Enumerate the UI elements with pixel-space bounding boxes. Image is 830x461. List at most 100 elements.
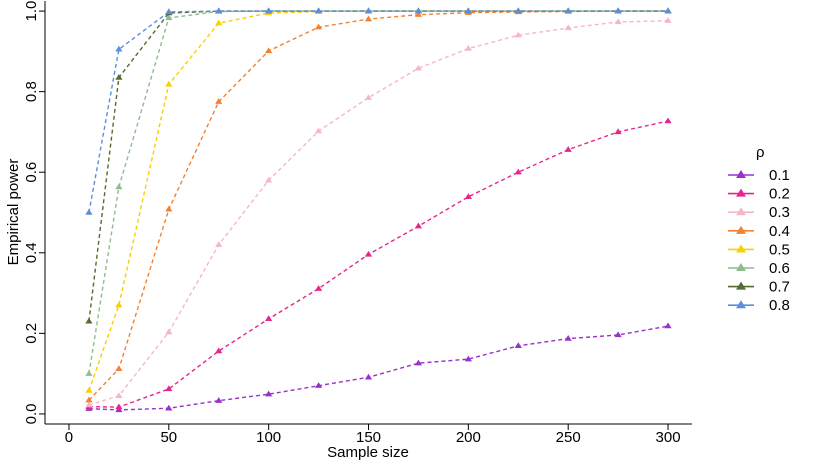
- series-0.2: [85, 117, 672, 410]
- data-point: [265, 47, 273, 54]
- data-point: [664, 322, 672, 329]
- legend-item: 0.2: [728, 186, 790, 203]
- data-point: [85, 386, 93, 393]
- data-point: [115, 365, 123, 371]
- legend-item: 0.8: [728, 297, 790, 314]
- data-point: [614, 7, 622, 14]
- series-line: [88, 10, 669, 322]
- x-tick-label: 250: [556, 429, 581, 446]
- data-point: [414, 64, 423, 71]
- series-line: [88, 120, 669, 408]
- y-axis-label: Empirical power: [5, 159, 22, 266]
- data-point: [414, 7, 423, 14]
- legend-label: 0.7: [769, 279, 790, 296]
- legend-label: 0.2: [769, 186, 790, 203]
- legend-label: 0.6: [769, 260, 790, 277]
- data-point: [115, 73, 123, 80]
- data-point: [464, 355, 472, 362]
- legend-label: 0.5: [769, 241, 790, 258]
- data-point: [464, 44, 472, 51]
- data-point: [564, 24, 572, 31]
- y-ticks: 0.0 0.2 0.4 0.6 0.8 1.0: [23, 1, 45, 424]
- data-point: [215, 7, 223, 14]
- series-line: [88, 325, 669, 411]
- data-point: [664, 7, 672, 14]
- x-ticks: 0 50 100 150 200 250 300: [65, 424, 681, 446]
- data-point: [614, 128, 622, 135]
- legend-swatch-marker: [736, 300, 746, 309]
- legend-item: 0.6: [728, 260, 790, 277]
- series-0.8: [85, 7, 672, 215]
- data-point: [215, 98, 223, 104]
- data-point: [115, 183, 123, 190]
- data-point: [165, 205, 173, 212]
- y-tick-label: 0.2: [23, 323, 40, 344]
- data-point: [215, 241, 223, 247]
- legend-items: 0.1 0.20.3 0.40.5 0.6 0.70.8: [728, 167, 790, 314]
- series-line: [88, 10, 669, 401]
- data-point: [165, 328, 173, 335]
- data-point: [364, 250, 373, 257]
- data-point: [85, 370, 93, 376]
- series-0.6: [85, 7, 672, 376]
- legend-swatch-marker: [736, 225, 746, 234]
- data-point: [514, 168, 522, 175]
- data-point: [265, 176, 273, 183]
- legend: ρ 0.1 0.20.3 0.40.5 0.6 0.70.8: [728, 144, 790, 314]
- legend-swatch-marker: [736, 281, 746, 290]
- data-point: [564, 146, 572, 152]
- data-point: [364, 7, 373, 14]
- data-point: [85, 396, 93, 403]
- data-point: [115, 45, 123, 52]
- data-point: [464, 193, 472, 199]
- data-point: [115, 392, 123, 398]
- legend-swatch-marker: [736, 263, 746, 272]
- data-point: [414, 222, 423, 229]
- series-line: [88, 20, 669, 406]
- legend-swatch-marker: [736, 170, 746, 179]
- data-point: [564, 335, 572, 341]
- data-point: [614, 18, 622, 25]
- y-tick-label: 0.0: [23, 403, 40, 424]
- data-point: [85, 401, 93, 408]
- data-point: [265, 315, 273, 322]
- data-point: [414, 359, 423, 366]
- legend-item: 0.4: [728, 223, 790, 240]
- data-point: [115, 403, 123, 410]
- data-point: [364, 373, 373, 380]
- legend-swatch-marker: [736, 207, 746, 216]
- x-tick-label: 300: [656, 429, 681, 446]
- data-point: [514, 31, 522, 38]
- legend-item: 0.5: [728, 241, 790, 258]
- data-point: [165, 404, 173, 411]
- legend-title: ρ: [756, 144, 765, 161]
- data-point: [165, 385, 173, 392]
- data-point: [414, 11, 423, 17]
- data-point: [215, 347, 223, 354]
- x-tick-label: 0: [65, 429, 73, 446]
- axes: 0 50 100 150 200 250 300 0.0 0.2 0.4 0.6 0.8 1.0 Sa…: [5, 1, 692, 461]
- data-point: [314, 285, 323, 291]
- legend-item: 0.7: [728, 279, 790, 296]
- series-group: [85, 7, 672, 413]
- legend-item: 0.3: [728, 204, 790, 221]
- legend-item: 0.1: [728, 167, 790, 184]
- data-point: [464, 7, 472, 14]
- data-point: [165, 80, 173, 87]
- x-tick-label: 200: [456, 429, 481, 446]
- x-axis-label: Sample size: [327, 444, 409, 461]
- legend-label: 0.8: [769, 297, 790, 314]
- series-line: [88, 10, 669, 391]
- legend-swatch-marker: [736, 188, 746, 197]
- data-point: [614, 331, 622, 338]
- data-point: [514, 342, 522, 349]
- data-point: [314, 382, 323, 388]
- data-point: [265, 7, 273, 14]
- y-tick-label: 1.0: [23, 1, 40, 22]
- legend-label: 0.1: [769, 167, 790, 184]
- legend-label: 0.4: [769, 223, 790, 240]
- data-point: [364, 94, 373, 100]
- data-point: [514, 7, 522, 14]
- y-tick-label: 0.8: [23, 81, 40, 102]
